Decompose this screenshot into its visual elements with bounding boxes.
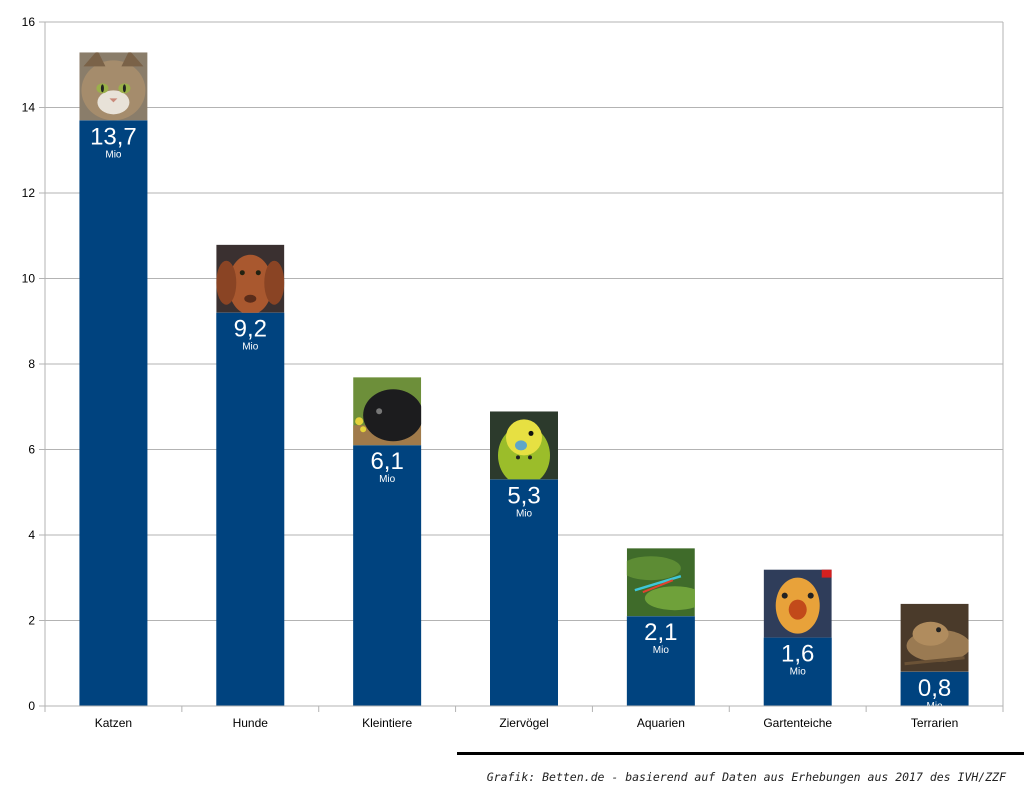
y-tick-label: 16 [22, 15, 36, 29]
source-caption: Grafik: Betten.de - basierend auf Daten … [486, 770, 1006, 784]
data-label: 0,8 [918, 675, 951, 702]
x-tick-label: Terrarien [911, 716, 958, 730]
x-tick-label: Gartenteiche [763, 716, 832, 730]
unit-label: Mio [653, 645, 670, 656]
y-tick-label: 12 [22, 186, 36, 200]
bar [626, 616, 695, 706]
y-axis-ticks: 0 2 4 6 8 10 12 14 16 [22, 15, 45, 713]
x-tick-label: Aquarien [637, 716, 685, 730]
unit-label: Mio [516, 508, 533, 519]
x-tick-label: Hunde [233, 716, 269, 730]
y-tick-label: 4 [28, 528, 35, 542]
bar [79, 120, 148, 706]
bar [900, 671, 969, 706]
bar [353, 445, 422, 706]
unit-label: Mio [242, 342, 259, 353]
data-label: 9,2 [234, 316, 267, 343]
gridlines [44, 21, 1004, 707]
y-tick-label: 2 [28, 614, 35, 628]
guinea-pig-photo-icon [353, 377, 422, 446]
unit-label: Mio [105, 149, 122, 160]
y-tick-label: 10 [22, 272, 36, 286]
bar [490, 479, 558, 706]
y-tick-label: 14 [22, 101, 36, 115]
koi-photo-icon [763, 569, 832, 638]
data-label: 5,3 [507, 482, 540, 509]
unit-label: Mio [379, 474, 396, 485]
bearded-dragon-photo-icon [900, 603, 969, 672]
unit-label: Mio [790, 667, 807, 678]
data-label: 1,6 [781, 641, 814, 668]
data-label: 2,1 [644, 619, 677, 646]
dog-photo-icon [216, 244, 285, 313]
x-tick-label: Ziervögel [499, 716, 548, 730]
x-tick-label: Katzen [95, 716, 132, 730]
budgie-photo-icon [490, 411, 558, 480]
y-tick-label: 0 [28, 699, 35, 713]
caption-divider [457, 752, 1024, 755]
y-tick-label: 8 [28, 357, 35, 371]
y-tick-label: 6 [28, 443, 35, 457]
aquarium-fish-photo-icon [626, 548, 695, 617]
data-label: 13,7 [90, 123, 137, 150]
x-tick-label: Kleintiere [362, 716, 412, 730]
bar [763, 637, 832, 706]
data-label: 6,1 [370, 448, 403, 475]
cat-photo-icon [79, 52, 148, 121]
x-axis-ticks: Katzen Hunde Kleintiere Ziervögel Aquarien Ga… [44, 705, 1004, 730]
bar [216, 312, 285, 706]
